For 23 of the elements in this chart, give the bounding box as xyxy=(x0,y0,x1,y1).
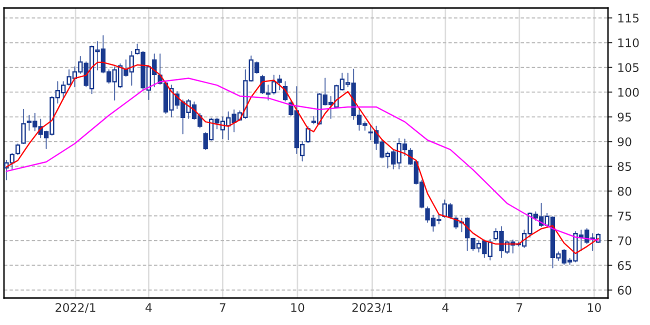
y-tick-label: 70 xyxy=(618,236,632,246)
y-tick-label: 75 xyxy=(618,212,632,221)
x-tick-label: 7 xyxy=(516,303,522,312)
candlestick xyxy=(21,108,26,144)
y-tick-label: 110 xyxy=(618,38,639,48)
x-tick-label: 2022/1 xyxy=(56,303,96,313)
candlestick xyxy=(306,126,310,144)
y-tick-label: 95 xyxy=(618,112,632,122)
y-tick-label: 60 xyxy=(618,286,632,295)
x-tick-label: 2023/1 xyxy=(352,303,392,313)
x-tick-label: 10 xyxy=(588,303,601,312)
y-tick-label: 100 xyxy=(618,88,639,97)
x-tick-label: 7 xyxy=(220,303,226,312)
candlestick xyxy=(15,144,20,156)
y-tick-label: 65 xyxy=(618,261,632,270)
x-tick-label: 4 xyxy=(146,303,152,312)
y-tick-label: 105 xyxy=(618,63,639,72)
y-tick-label: 115 xyxy=(618,14,639,23)
x-tick-label: 4 xyxy=(442,303,449,312)
x-tick-label: 10 xyxy=(291,303,304,312)
y-tick-label: 85 xyxy=(618,162,632,172)
y-tick-label: 90 xyxy=(618,137,632,146)
y-tick-label: 80 xyxy=(618,186,632,196)
